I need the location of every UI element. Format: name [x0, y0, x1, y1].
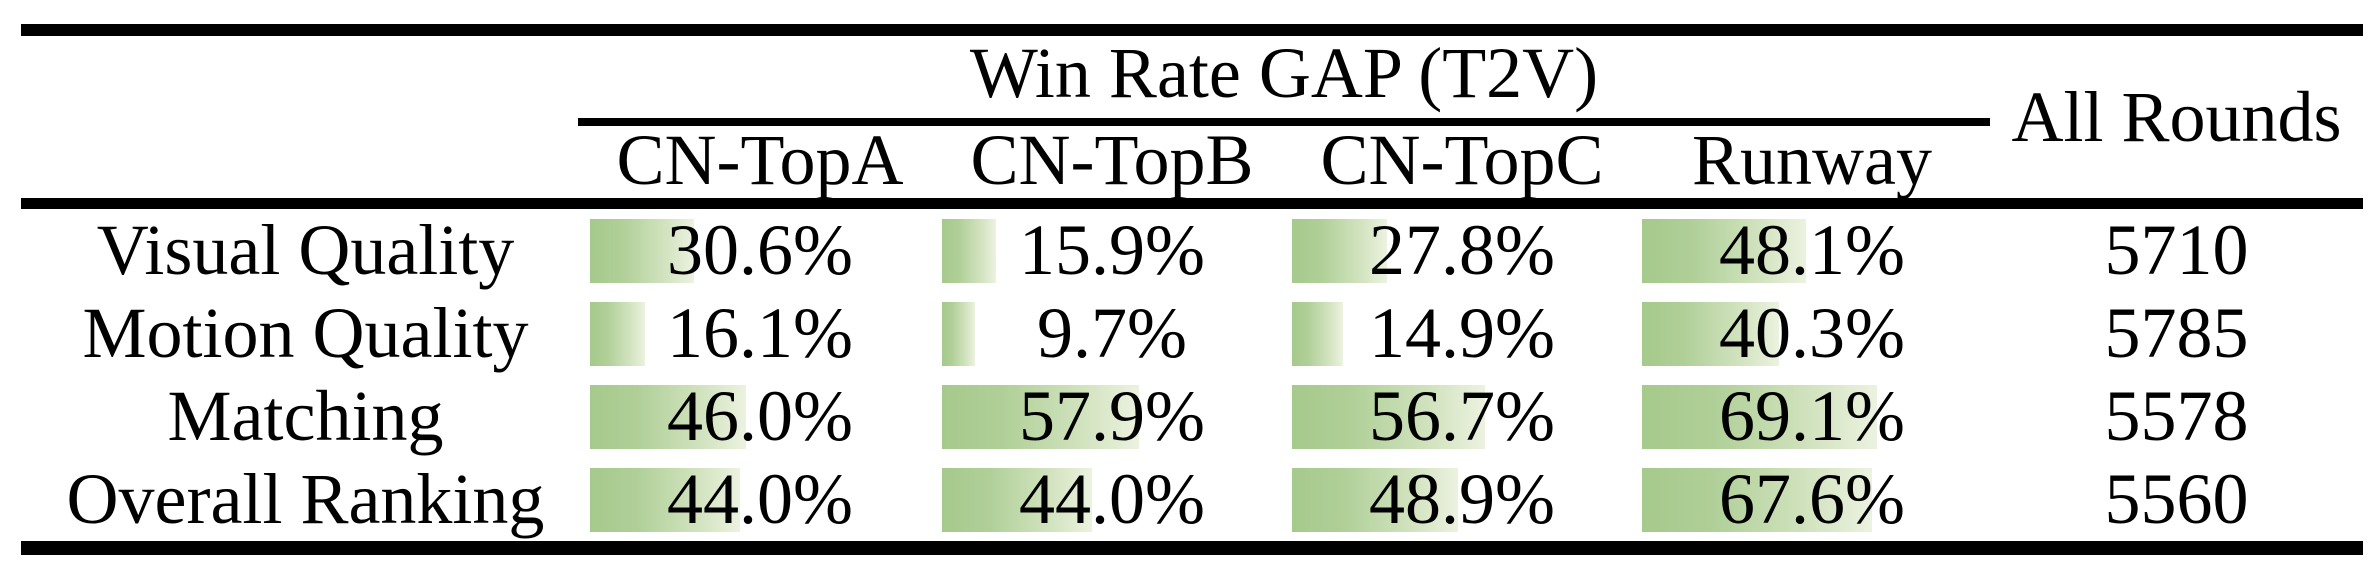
percent-bar — [942, 301, 975, 366]
table-row-overall-ranking: Overall Ranking 44.0% 44.0% 48.9% 67.6% … — [0, 458, 2376, 541]
percent-value: 14.9% — [1369, 293, 1555, 373]
winrate-cell: 14.9% — [1292, 292, 1632, 375]
percent-bar — [1292, 218, 1387, 283]
percent-bar — [590, 384, 747, 449]
table-bottom-rule — [21, 541, 2363, 555]
percent-value: 16.1% — [667, 293, 853, 373]
winrate-cell: 16.1% — [590, 292, 930, 375]
winrate-cell: 15.9% — [942, 209, 1282, 292]
winrate-cell: 48.9% — [1292, 458, 1632, 541]
group-header-title: Win Rate GAP (T2V) — [969, 32, 1599, 113]
percent-value: 30.6% — [667, 210, 853, 290]
percent-value: 69.1% — [1719, 376, 1905, 456]
percent-value: 44.0% — [1019, 459, 1205, 539]
percent-bar — [1292, 467, 1459, 532]
column-header-cn-topc: CN-TopC — [1320, 119, 1604, 200]
percent-value: 57.9% — [1019, 376, 1205, 456]
row-label: Motion Quality — [82, 293, 529, 373]
percent-bar — [590, 467, 740, 532]
percent-value: 9.7% — [1037, 293, 1187, 373]
percent-value: 56.7% — [1369, 376, 1555, 456]
percent-value: 67.6% — [1719, 459, 1905, 539]
percent-bar — [942, 218, 997, 283]
row-label: Overall Ranking — [66, 459, 545, 539]
percent-value: 44.0% — [667, 459, 853, 539]
percent-value: 27.8% — [1369, 210, 1555, 290]
all-rounds-value: 5785 — [2104, 293, 2249, 373]
column-header-cn-topb: CN-TopB — [970, 119, 1254, 200]
winrate-cell: 40.3% — [1642, 292, 1982, 375]
table-row-motion-quality: Motion Quality 16.1% 9.7% 14.9% 40.3% 57… — [0, 292, 2376, 375]
percent-bar — [1642, 218, 1806, 283]
percent-value: 15.9% — [1019, 210, 1205, 290]
header-body-rule — [21, 198, 2363, 209]
winrate-cell: 48.1% — [1642, 209, 1982, 292]
winrate-cell: 27.8% — [1292, 209, 1632, 292]
winrate-cell: 56.7% — [1292, 375, 1632, 458]
winrate-cell: 67.6% — [1642, 458, 1982, 541]
winrate-cell: 44.0% — [590, 458, 930, 541]
percent-value: 48.1% — [1719, 210, 1905, 290]
column-header-cn-topa: CN-TopA — [616, 119, 904, 200]
percent-bar — [942, 467, 1092, 532]
percent-bar — [1642, 384, 1877, 449]
all-rounds-value: 5560 — [2104, 459, 2249, 539]
percent-value: 46.0% — [667, 376, 853, 456]
winrate-cell: 9.7% — [942, 292, 1282, 375]
percent-bar — [1642, 467, 1872, 532]
winrate-cell: 46.0% — [590, 375, 930, 458]
winrate-cell: 30.6% — [590, 209, 930, 292]
all-rounds-value: 5710 — [2104, 210, 2249, 290]
table-row-visual-quality: Visual Quality 30.6% 15.9% 27.8% 48.1% 5… — [0, 209, 2376, 292]
all-rounds-value: 5578 — [2104, 376, 2249, 456]
table-body: Visual Quality 30.6% 15.9% 27.8% 48.1% 5… — [0, 209, 2376, 541]
percent-bar — [1642, 301, 1780, 366]
table-row-matching: Matching 46.0% 57.9% 56.7% 69.1% 5578 — [0, 375, 2376, 458]
percent-bar — [590, 218, 695, 283]
row-label: Visual Quality — [96, 210, 515, 290]
all-rounds-header: All Rounds — [2011, 76, 2342, 157]
percent-value: 48.9% — [1369, 459, 1555, 539]
row-label: Matching — [167, 376, 444, 456]
winrate-cell: 69.1% — [1642, 375, 1982, 458]
percent-value: 40.3% — [1719, 293, 1905, 373]
table-top-rule — [21, 24, 2363, 36]
column-header-runway: Runway — [1692, 119, 1932, 200]
winrate-cell: 57.9% — [942, 375, 1282, 458]
percent-bar — [590, 301, 645, 366]
percent-bar — [1292, 384, 1485, 449]
winrate-cell: 44.0% — [942, 458, 1282, 541]
percent-bar — [1292, 301, 1343, 366]
percent-bar — [942, 384, 1139, 449]
group-header-underline — [578, 118, 1990, 126]
